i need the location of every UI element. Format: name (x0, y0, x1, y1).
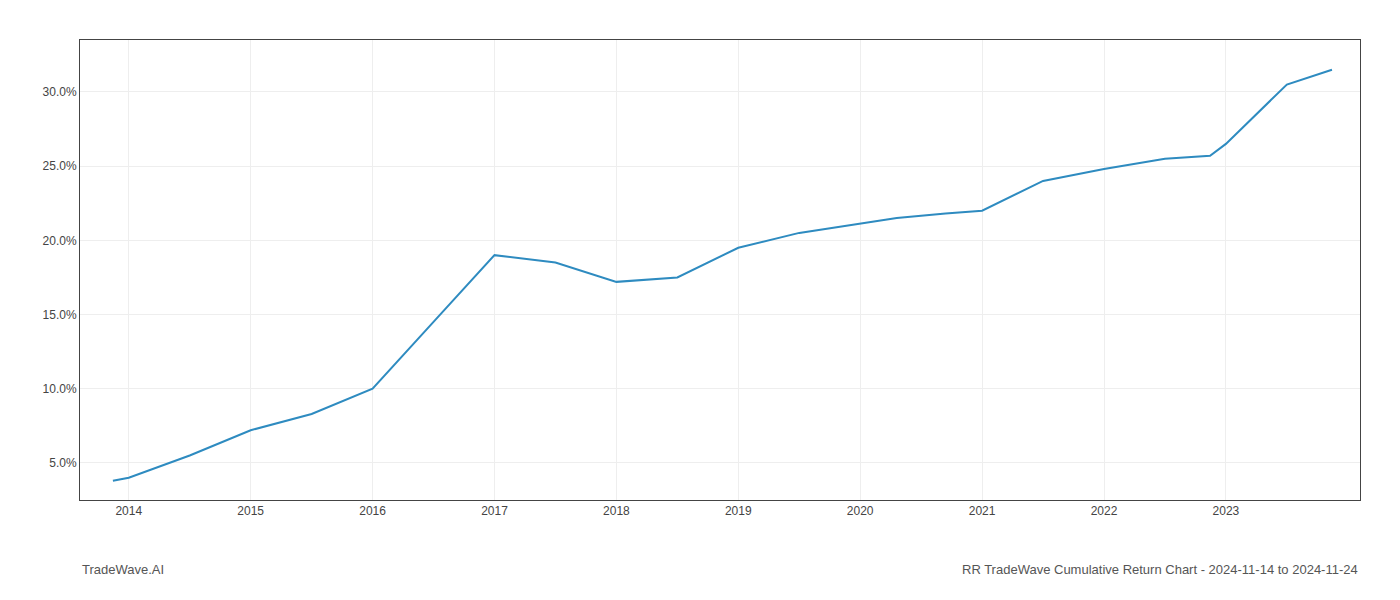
svg-text:2021: 2021 (969, 504, 996, 518)
svg-text:2014: 2014 (115, 504, 142, 518)
svg-text:25.0%: 25.0% (43, 159, 77, 173)
svg-text:2015: 2015 (237, 504, 264, 518)
svg-text:5.0%: 5.0% (49, 456, 77, 470)
svg-text:30.0%: 30.0% (43, 85, 77, 99)
svg-text:15.0%: 15.0% (43, 308, 77, 322)
svg-text:RR TradeWave Cumulative Return: RR TradeWave Cumulative Return Chart - 2… (962, 562, 1358, 577)
svg-text:2019: 2019 (725, 504, 752, 518)
svg-text:20.0%: 20.0% (43, 234, 77, 248)
svg-text:TradeWave.AI: TradeWave.AI (82, 562, 164, 577)
svg-text:2023: 2023 (1213, 504, 1240, 518)
svg-text:10.0%: 10.0% (43, 382, 77, 396)
svg-text:2018: 2018 (603, 504, 630, 518)
svg-text:2016: 2016 (359, 504, 386, 518)
svg-text:2017: 2017 (481, 504, 508, 518)
svg-text:2020: 2020 (847, 504, 874, 518)
svg-text:2022: 2022 (1091, 504, 1118, 518)
